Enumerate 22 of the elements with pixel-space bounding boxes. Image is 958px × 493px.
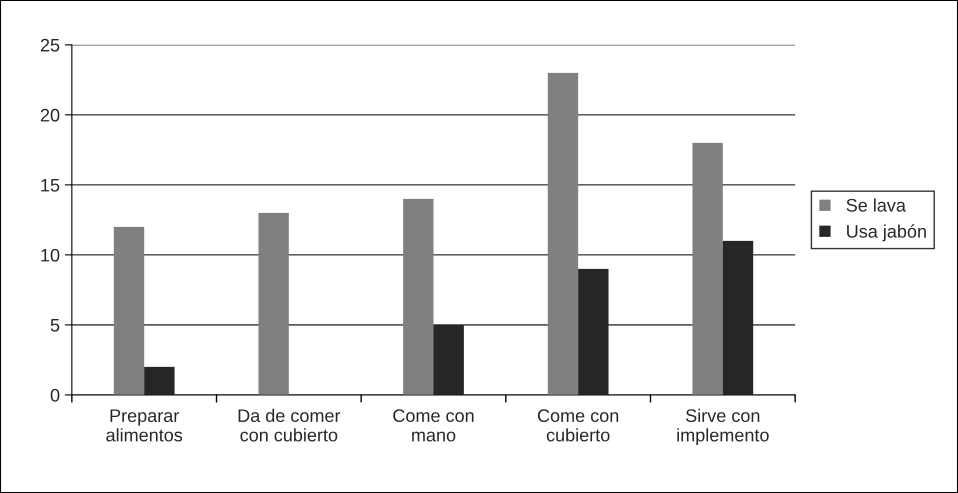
- bar: [722, 240, 754, 395]
- y-tick-label: 0: [50, 388, 60, 402]
- y-tick-label: 15: [41, 178, 60, 192]
- x-tick-label: Preparar alimentos: [106, 409, 182, 442]
- x-tick-label: Come con cubierto: [538, 409, 618, 442]
- bar: [403, 198, 434, 395]
- bar: [144, 366, 175, 395]
- y-tick-label: 5: [50, 319, 60, 332]
- legend-label: Se lava: [846, 198, 906, 212]
- bar: [258, 212, 289, 395]
- bar: [548, 72, 578, 395]
- x-tick-label: Sirve con implemento: [677, 408, 769, 446]
- x-tick-label: Da de comer con cubierto: [238, 408, 340, 442]
- y-tick-label: 20: [40, 108, 60, 122]
- y-tick-label: 10: [41, 248, 60, 262]
- bar: [578, 268, 609, 395]
- bar: [692, 142, 723, 395]
- bar: [433, 324, 464, 395]
- bar: [114, 226, 144, 395]
- legend-label: Usa jabón: [847, 224, 926, 242]
- y-tick-label: 25: [40, 38, 60, 52]
- x-tick-label: Come con mano: [393, 409, 474, 442]
